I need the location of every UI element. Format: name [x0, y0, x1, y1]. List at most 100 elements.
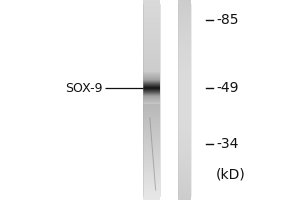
Bar — [178, 31, 191, 32]
Bar — [178, 123, 191, 124]
Bar — [143, 157, 160, 158]
Bar — [178, 80, 191, 81]
Bar — [178, 62, 191, 63]
Bar — [178, 162, 191, 163]
Bar — [143, 59, 160, 60]
Bar — [143, 136, 160, 137]
Bar — [178, 49, 191, 50]
Bar — [143, 191, 160, 192]
Bar — [178, 71, 191, 72]
Bar — [178, 173, 191, 174]
Bar — [143, 83, 160, 84]
Bar — [143, 91, 160, 92]
Bar — [178, 84, 191, 85]
Bar — [143, 120, 160, 121]
Bar — [178, 36, 191, 37]
Bar — [143, 198, 160, 199]
Bar — [178, 101, 191, 102]
Bar — [143, 43, 160, 44]
Bar — [143, 183, 160, 184]
Bar — [178, 83, 191, 84]
Bar — [143, 82, 160, 83]
Bar — [143, 60, 160, 61]
Bar — [178, 113, 191, 114]
Bar — [143, 71, 160, 72]
Bar — [143, 9, 160, 10]
Bar — [178, 68, 191, 69]
Bar — [143, 44, 160, 45]
Bar — [143, 175, 160, 176]
Bar — [143, 76, 160, 77]
Bar — [178, 171, 191, 172]
Bar — [143, 160, 160, 161]
Bar — [143, 151, 160, 152]
Bar — [178, 142, 191, 143]
Bar — [178, 153, 191, 154]
Text: -49: -49 — [216, 81, 239, 95]
Bar — [143, 57, 160, 58]
Bar — [178, 41, 191, 42]
Bar — [143, 6, 160, 7]
Text: SOX-9: SOX-9 — [65, 82, 103, 95]
Bar — [178, 43, 191, 44]
Bar — [178, 141, 191, 142]
Bar — [178, 195, 191, 196]
Bar — [178, 116, 191, 117]
Bar — [178, 32, 191, 33]
Bar — [178, 136, 191, 137]
Bar — [143, 81, 160, 82]
Bar — [143, 31, 160, 32]
Bar — [178, 103, 191, 104]
Bar — [143, 126, 160, 127]
Bar — [143, 79, 160, 80]
Bar — [143, 42, 160, 43]
Text: -34: -34 — [216, 137, 239, 151]
Bar — [143, 110, 160, 111]
Bar — [178, 65, 191, 66]
Bar — [178, 26, 191, 27]
Bar — [178, 53, 191, 54]
Bar — [143, 25, 160, 26]
Bar — [178, 90, 191, 91]
Bar — [178, 46, 191, 47]
Bar — [178, 110, 191, 111]
Bar — [178, 117, 191, 118]
Bar — [143, 134, 160, 135]
Bar — [143, 148, 160, 149]
Bar — [143, 164, 160, 165]
Bar — [143, 167, 160, 168]
Bar — [178, 10, 191, 11]
Bar — [143, 52, 160, 53]
Bar — [143, 166, 160, 167]
Bar — [143, 106, 160, 107]
Bar — [143, 195, 160, 196]
Bar — [178, 188, 191, 189]
Bar — [143, 77, 160, 78]
Bar — [178, 170, 191, 171]
Bar — [178, 81, 191, 82]
Bar — [178, 47, 191, 48]
Bar — [143, 130, 160, 131]
Bar — [143, 161, 160, 162]
Bar — [178, 57, 191, 58]
Bar — [143, 181, 160, 182]
Bar — [178, 60, 191, 61]
Bar — [143, 190, 160, 191]
Bar — [143, 33, 160, 34]
Bar — [143, 70, 160, 71]
Bar — [178, 69, 191, 70]
Bar — [178, 147, 191, 148]
Bar — [178, 25, 191, 26]
Bar — [143, 24, 160, 25]
Bar — [178, 176, 191, 177]
Bar — [178, 185, 191, 186]
Bar — [143, 23, 160, 24]
Bar — [143, 102, 160, 103]
Bar — [178, 70, 191, 71]
Bar — [178, 79, 191, 80]
Bar — [143, 63, 160, 64]
Bar — [178, 126, 191, 127]
Bar — [143, 165, 160, 166]
Bar — [143, 11, 160, 12]
Bar — [178, 137, 191, 138]
